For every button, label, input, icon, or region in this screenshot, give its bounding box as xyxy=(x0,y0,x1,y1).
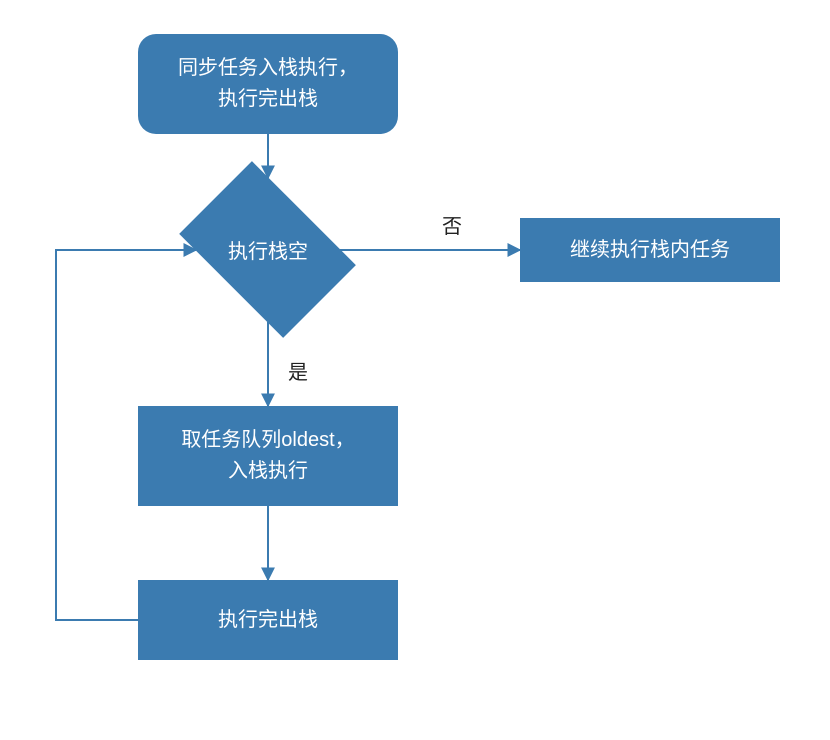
node-start-line1: 同步任务入栈执行， xyxy=(178,57,358,79)
node-start: 同步任务入栈执行， 执行完出栈 xyxy=(138,34,398,134)
node-decision: 执行栈空 xyxy=(164,177,372,323)
node-process-continue: 继续执行栈内任务 xyxy=(520,218,780,282)
node-decision-label-wrap: 执行栈空 xyxy=(164,177,372,323)
node-decision-label: 执行栈空 xyxy=(228,235,308,264)
edge-label-yes: 是 xyxy=(288,356,308,385)
flowchart-canvas: 同步任务入栈执行， 执行完出栈 执行栈空 取任务队列oldest， 入栈执行 执… xyxy=(0,0,830,740)
node-process-continue-label: 继续执行栈内任务 xyxy=(570,235,730,266)
node-process-oldest: 取任务队列oldest， 入栈执行 xyxy=(138,406,398,506)
node-oldest-line2: 入栈执行 xyxy=(228,460,308,482)
node-process-oldest-label: 取任务队列oldest， 入栈执行 xyxy=(181,425,354,487)
node-process-done-label: 执行完出栈 xyxy=(218,605,318,636)
node-start-line2: 执行完出栈 xyxy=(218,88,318,110)
edge-label-no: 否 xyxy=(442,210,462,239)
node-start-label: 同步任务入栈执行， 执行完出栈 xyxy=(178,53,358,115)
edges-layer xyxy=(0,0,830,740)
node-process-done: 执行完出栈 xyxy=(138,580,398,660)
node-oldest-line1: 取任务队列oldest， xyxy=(181,429,354,451)
